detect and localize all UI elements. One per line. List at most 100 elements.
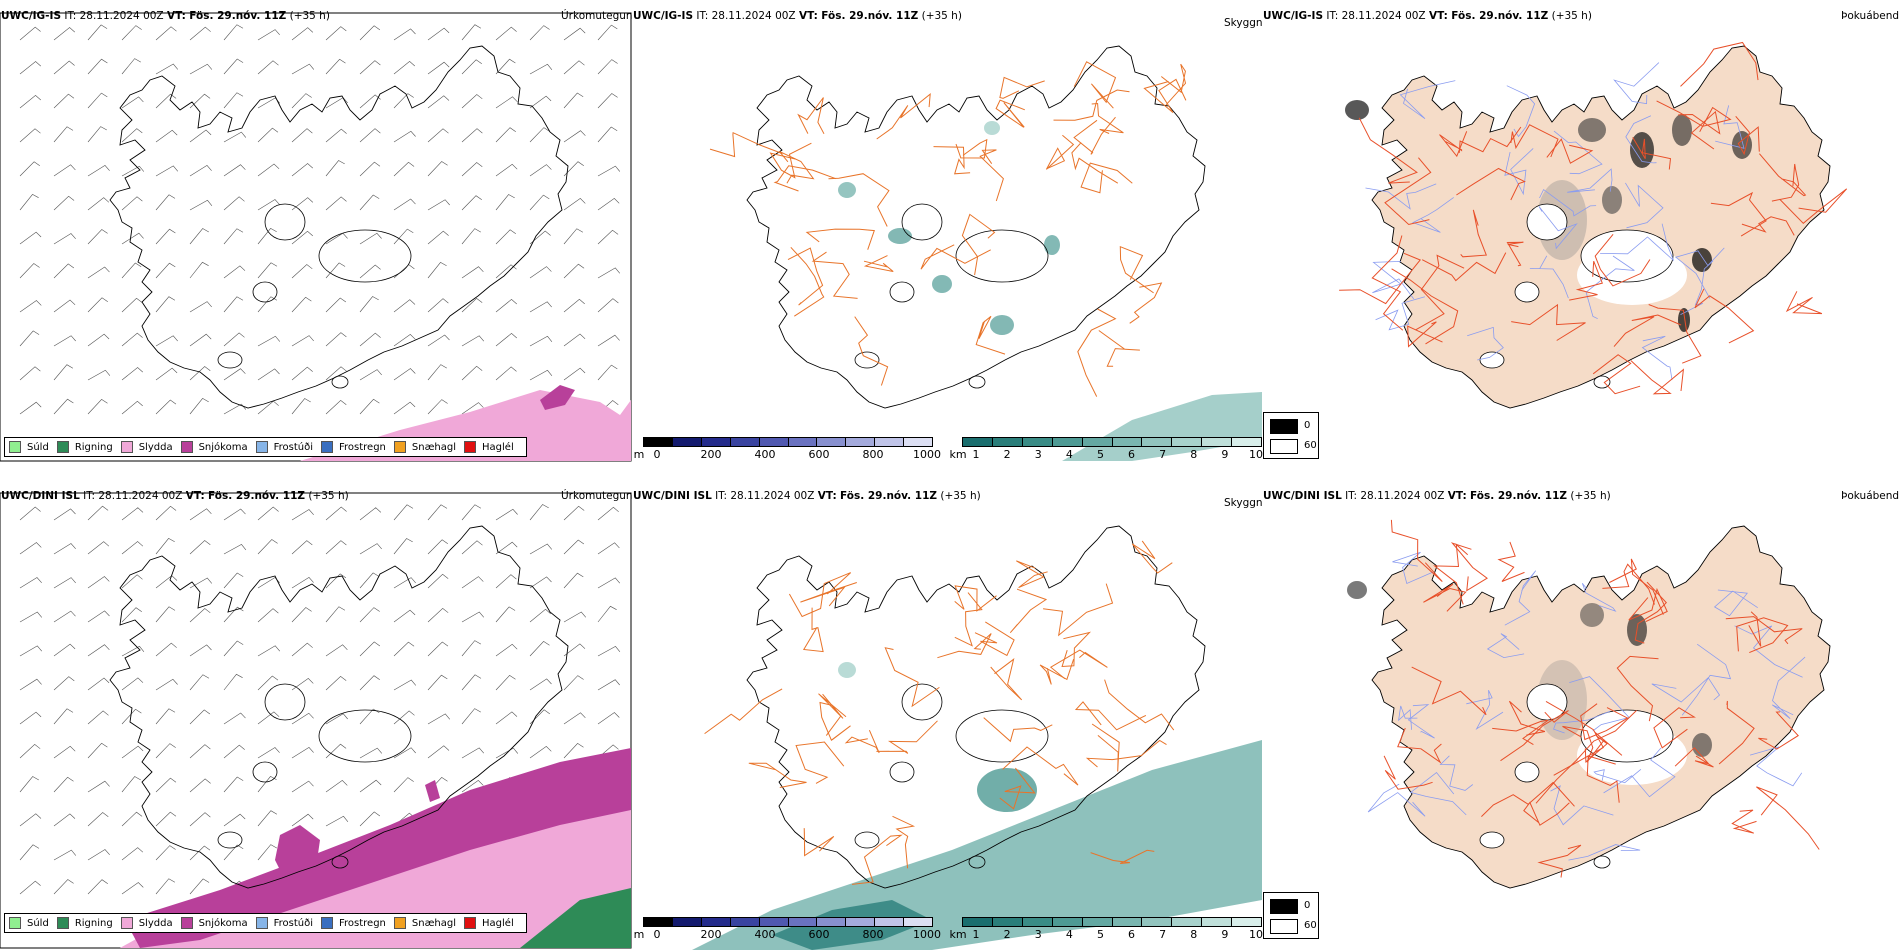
precip-legend-item: Snjókoma: [180, 441, 248, 453]
colorbar-tick: 5: [1096, 448, 1104, 461]
precip-legend-item: Slydda: [120, 917, 173, 929]
panel-header: UWC/IG-IS IT: 28.11.2024 00Z VT: Fös. 29…: [1, 10, 330, 22]
precip-legend-swatch: [464, 441, 477, 453]
precip-legend-swatch: [9, 441, 21, 453]
glacier-outlines: [854, 683, 1049, 869]
colorbar-strip: [962, 917, 1262, 927]
colorbar-tick: 10: [1249, 448, 1263, 461]
colorbar-tick: 1: [972, 928, 980, 941]
precip-map-panel-1: UWC/IG-IS IT: 28.11.2024 00Z VT: Fös. 29…: [0, 0, 632, 462]
precip-legend-item: Snjókoma: [180, 917, 248, 929]
precip-map-panel-2: UWC/DINI ISL IT: 28.11.2024 00Z VT: Fös.…: [0, 480, 632, 950]
colorbar-tick: 600: [808, 928, 830, 941]
fog-map-1: [1339, 41, 1848, 409]
wind-barbs: [19, 24, 621, 415]
precip-legend-swatch: [321, 441, 333, 453]
colorbar-cell: [1082, 918, 1113, 926]
precip-legend-swatch: [393, 917, 406, 929]
fog-map-panel-2: UWC/DINI ISL IT: 28.11.2024 00Z VT: Fös.…: [1262, 480, 1900, 950]
colorbar-tick: 5: [1096, 928, 1104, 941]
panel-title: Skyggni: [1224, 17, 1262, 29]
visibility-colorbar: km 1 2 3 4 5 6 7 8 9 10: [949, 917, 1263, 941]
iceland-outline: [109, 45, 569, 409]
visibility-map-1: [709, 45, 1262, 461]
visibility-colorbar: km 1 2 3 4 5 6 7 8 9 10: [949, 437, 1263, 461]
visibility-map-panel-2: Skyggni: [632, 480, 1262, 950]
panel-header: UWC/DINI ISL IT: 28.11.2024 00Z VT: Fös.…: [1263, 490, 1611, 502]
visibility-areas: [692, 662, 1262, 950]
colorbar-cell: [1202, 918, 1233, 926]
colorbar-tick: 7: [1159, 448, 1167, 461]
colorbar-tick: 6: [1128, 928, 1136, 941]
precip-legend-label: Slydda: [138, 441, 173, 453]
colorbar-tick: 2: [1003, 448, 1011, 461]
visibility-map-panel-1: Skyggni: [632, 0, 1262, 462]
precip-legend-swatch: [255, 917, 268, 929]
precip-legend: Súld Rigning Slydda Snjókoma Frostúði Frostre…: [4, 913, 527, 933]
panel-title: Þokuábendi: [1841, 490, 1900, 502]
colorbar-cell: [846, 438, 876, 446]
fog-legend-min-label: 60: [1304, 440, 1317, 451]
iceland-outline: [109, 525, 569, 889]
precip-legend-item: Frostregn: [321, 441, 386, 453]
colorbar-tick: 1000: [913, 448, 941, 461]
precip-legend-item: Snæhagl: [393, 441, 457, 453]
precip-legend-item: Rigning: [56, 441, 113, 453]
iceland-land: [1372, 526, 1830, 888]
colorbar-tick: 800: [862, 928, 884, 941]
colorbar-cell: [788, 438, 818, 446]
fog-legend-min-swatch: [1270, 439, 1298, 454]
fog-legend-min-swatch: [1270, 919, 1298, 934]
colorbar-cell: [1112, 918, 1143, 926]
glacier-outlines: [854, 203, 1049, 389]
ceiling-colorbar: m 0 200 400 600 800 1000: [634, 437, 941, 461]
colorbar-unit: m: [633, 928, 645, 941]
rivers: [1367, 551, 1806, 861]
colorbar-tick: 4: [1065, 448, 1073, 461]
colorbar-cell: [904, 438, 933, 446]
panel-title: Þokuábendi: [1841, 10, 1900, 22]
precip-legend-item: Súld: [9, 441, 49, 453]
colorbar-tick: 0: [653, 928, 661, 941]
colorbar-cell: [846, 918, 876, 926]
precip-legend-label: Súld: [27, 917, 49, 929]
glacier-outlines: [1479, 203, 1674, 389]
precip-legend-label: Frostregn: [339, 441, 386, 453]
roads: [709, 61, 1187, 397]
precip-legend-swatch: [9, 917, 21, 929]
precip-legend-item: Frostúði: [255, 917, 313, 929]
colorbar-cell: [963, 438, 993, 446]
fog-legend-max-label: 0: [1304, 900, 1311, 911]
colorbar-cell: [701, 918, 731, 926]
colorbar-cell: [992, 918, 1023, 926]
colorbar-unit: km: [949, 928, 967, 941]
panel-header: UWC/IG-IS IT: 28.11.2024 00Z VT: Fös. 29…: [1263, 10, 1592, 22]
panel-header: UWC/IG-IS IT: 28.11.2024 00Z VT: Fös. 29…: [633, 10, 962, 22]
rivers: [1365, 62, 1745, 380]
colorbar-cell: [904, 918, 933, 926]
precip-legend-item: Haglél: [464, 917, 514, 929]
precip-legend-item: Frostregn: [321, 917, 386, 929]
iceland-outline: [746, 45, 1206, 409]
precip-legend-item: Frostúði: [255, 441, 313, 453]
precip-legend-label: Snæhagl: [411, 917, 457, 929]
roads: [704, 540, 1175, 885]
colorbar-cell: [672, 918, 702, 926]
colorbar-tick: 1: [972, 448, 980, 461]
fog-legend: 0 60: [1263, 412, 1319, 459]
precip-legend-label: Snjókoma: [198, 441, 248, 453]
colorbar-cell: [1142, 918, 1173, 926]
wind-barbs: [19, 504, 621, 895]
precip-legend-label: Snæhagl: [411, 441, 457, 453]
colorbar-tick: 400: [754, 448, 776, 461]
colorbar-cell: [1112, 438, 1143, 446]
precip-legend-label: Rigning: [74, 441, 113, 453]
colorbar-cell: [1052, 918, 1083, 926]
ceiling-colorbar: m 0 200 400 600 800 1000: [634, 917, 941, 941]
colorbar-strip: [962, 437, 1262, 447]
colorbar-cell: [672, 438, 702, 446]
precip-legend-label: Haglél: [482, 917, 514, 929]
precip-legend-label: Súld: [27, 441, 49, 453]
colorbar-tick: 10: [1249, 928, 1263, 941]
colorbar-tick: 9: [1221, 448, 1229, 461]
